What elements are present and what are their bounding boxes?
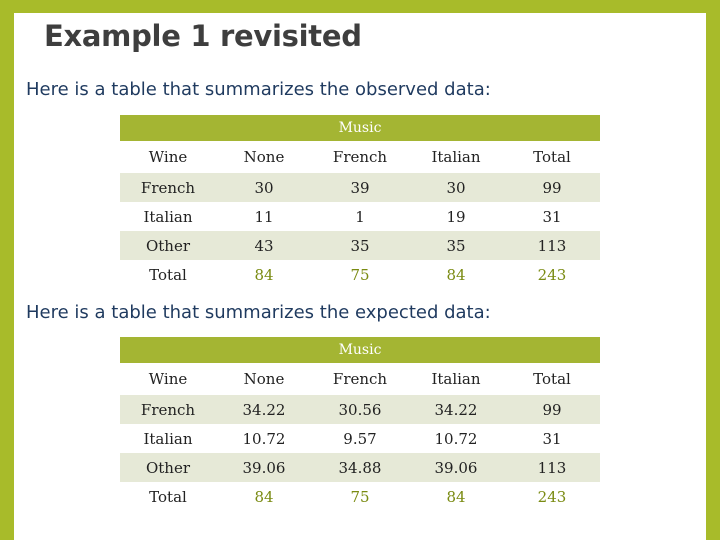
row-total-cell: 31 — [504, 424, 600, 453]
column-header: Wine — [120, 363, 216, 395]
table-cell: 19 — [408, 202, 504, 231]
expected-table: Music Wine None French Italian Total Fre… — [120, 337, 600, 511]
table-header-row: Wine None French Italian Total — [120, 363, 600, 395]
table-cell: 39.06 — [408, 453, 504, 482]
column-total-cell: 84 — [408, 482, 504, 511]
table-row: Italian 11 1 19 31 — [120, 202, 600, 231]
column-total-cell: 84 — [216, 482, 312, 511]
table-row: French 30 39 30 99 — [120, 173, 600, 202]
row-total-cell: 31 — [504, 202, 600, 231]
table-cell: 39 — [312, 173, 408, 202]
table-row: Other 39.06 34.88 39.06 113 — [120, 453, 600, 482]
row-label: Italian — [120, 202, 216, 231]
row-label: French — [120, 395, 216, 424]
row-total-cell: 113 — [504, 231, 600, 260]
table-cell: 10.72 — [216, 424, 312, 453]
row-total-cell: 99 — [504, 395, 600, 424]
row-label: French — [120, 173, 216, 202]
table-total-row: Total 84 75 84 243 — [120, 482, 600, 511]
expected-caption: Here is a table that summarizes the expe… — [26, 302, 491, 323]
table-cell: 30 — [408, 173, 504, 202]
table-cell: 35 — [408, 231, 504, 260]
table-row: French 34.22 30.56 34.22 99 — [120, 395, 600, 424]
row-label: Italian — [120, 424, 216, 453]
column-header: French — [312, 363, 408, 395]
column-header: French — [312, 141, 408, 173]
table-cell: 43 — [216, 231, 312, 260]
row-total-cell: 113 — [504, 453, 600, 482]
column-header: Total — [504, 141, 600, 173]
table-header-row: Wine None French Italian Total — [120, 141, 600, 173]
table-row: Other 43 35 35 113 — [120, 231, 600, 260]
row-label: Total — [120, 482, 216, 511]
column-header: None — [216, 363, 312, 395]
column-header: Total — [504, 363, 600, 395]
table-row: Italian 10.72 9.57 10.72 31 — [120, 424, 600, 453]
table-cell: 35 — [312, 231, 408, 260]
table-cell: 9.57 — [312, 424, 408, 453]
table-cell: 1 — [312, 202, 408, 231]
row-label: Other — [120, 231, 216, 260]
table-cell: 10.72 — [408, 424, 504, 453]
music-group-label: Music — [120, 115, 600, 141]
grand-total-cell: 243 — [504, 260, 600, 289]
table-group-header-row: Music — [120, 337, 600, 363]
table-cell: 34.22 — [216, 395, 312, 424]
table-cell: 30.56 — [312, 395, 408, 424]
column-header: None — [216, 141, 312, 173]
column-header: Italian — [408, 363, 504, 395]
music-group-label: Music — [120, 337, 600, 363]
column-total-cell: 75 — [312, 260, 408, 289]
column-total-cell: 84 — [216, 260, 312, 289]
slide: Example 1 revisited Here is a table that… — [14, 13, 706, 540]
grand-total-cell: 243 — [504, 482, 600, 511]
row-total-cell: 99 — [504, 173, 600, 202]
column-header: Italian — [408, 141, 504, 173]
table-cell: 34.22 — [408, 395, 504, 424]
row-label: Other — [120, 453, 216, 482]
table-cell: 30 — [216, 173, 312, 202]
table-cell: 34.88 — [312, 453, 408, 482]
table-cell: 39.06 — [216, 453, 312, 482]
column-header: Wine — [120, 141, 216, 173]
observed-caption: Here is a table that summarizes the obse… — [26, 79, 491, 100]
row-label: Total — [120, 260, 216, 289]
column-total-cell: 84 — [408, 260, 504, 289]
table-total-row: Total 84 75 84 243 — [120, 260, 600, 289]
table-cell: 11 — [216, 202, 312, 231]
slide-title: Example 1 revisited — [44, 19, 362, 53]
column-total-cell: 75 — [312, 482, 408, 511]
table-group-header-row: Music — [120, 115, 600, 141]
observed-table: Music Wine None French Italian Total Fre… — [120, 115, 600, 289]
